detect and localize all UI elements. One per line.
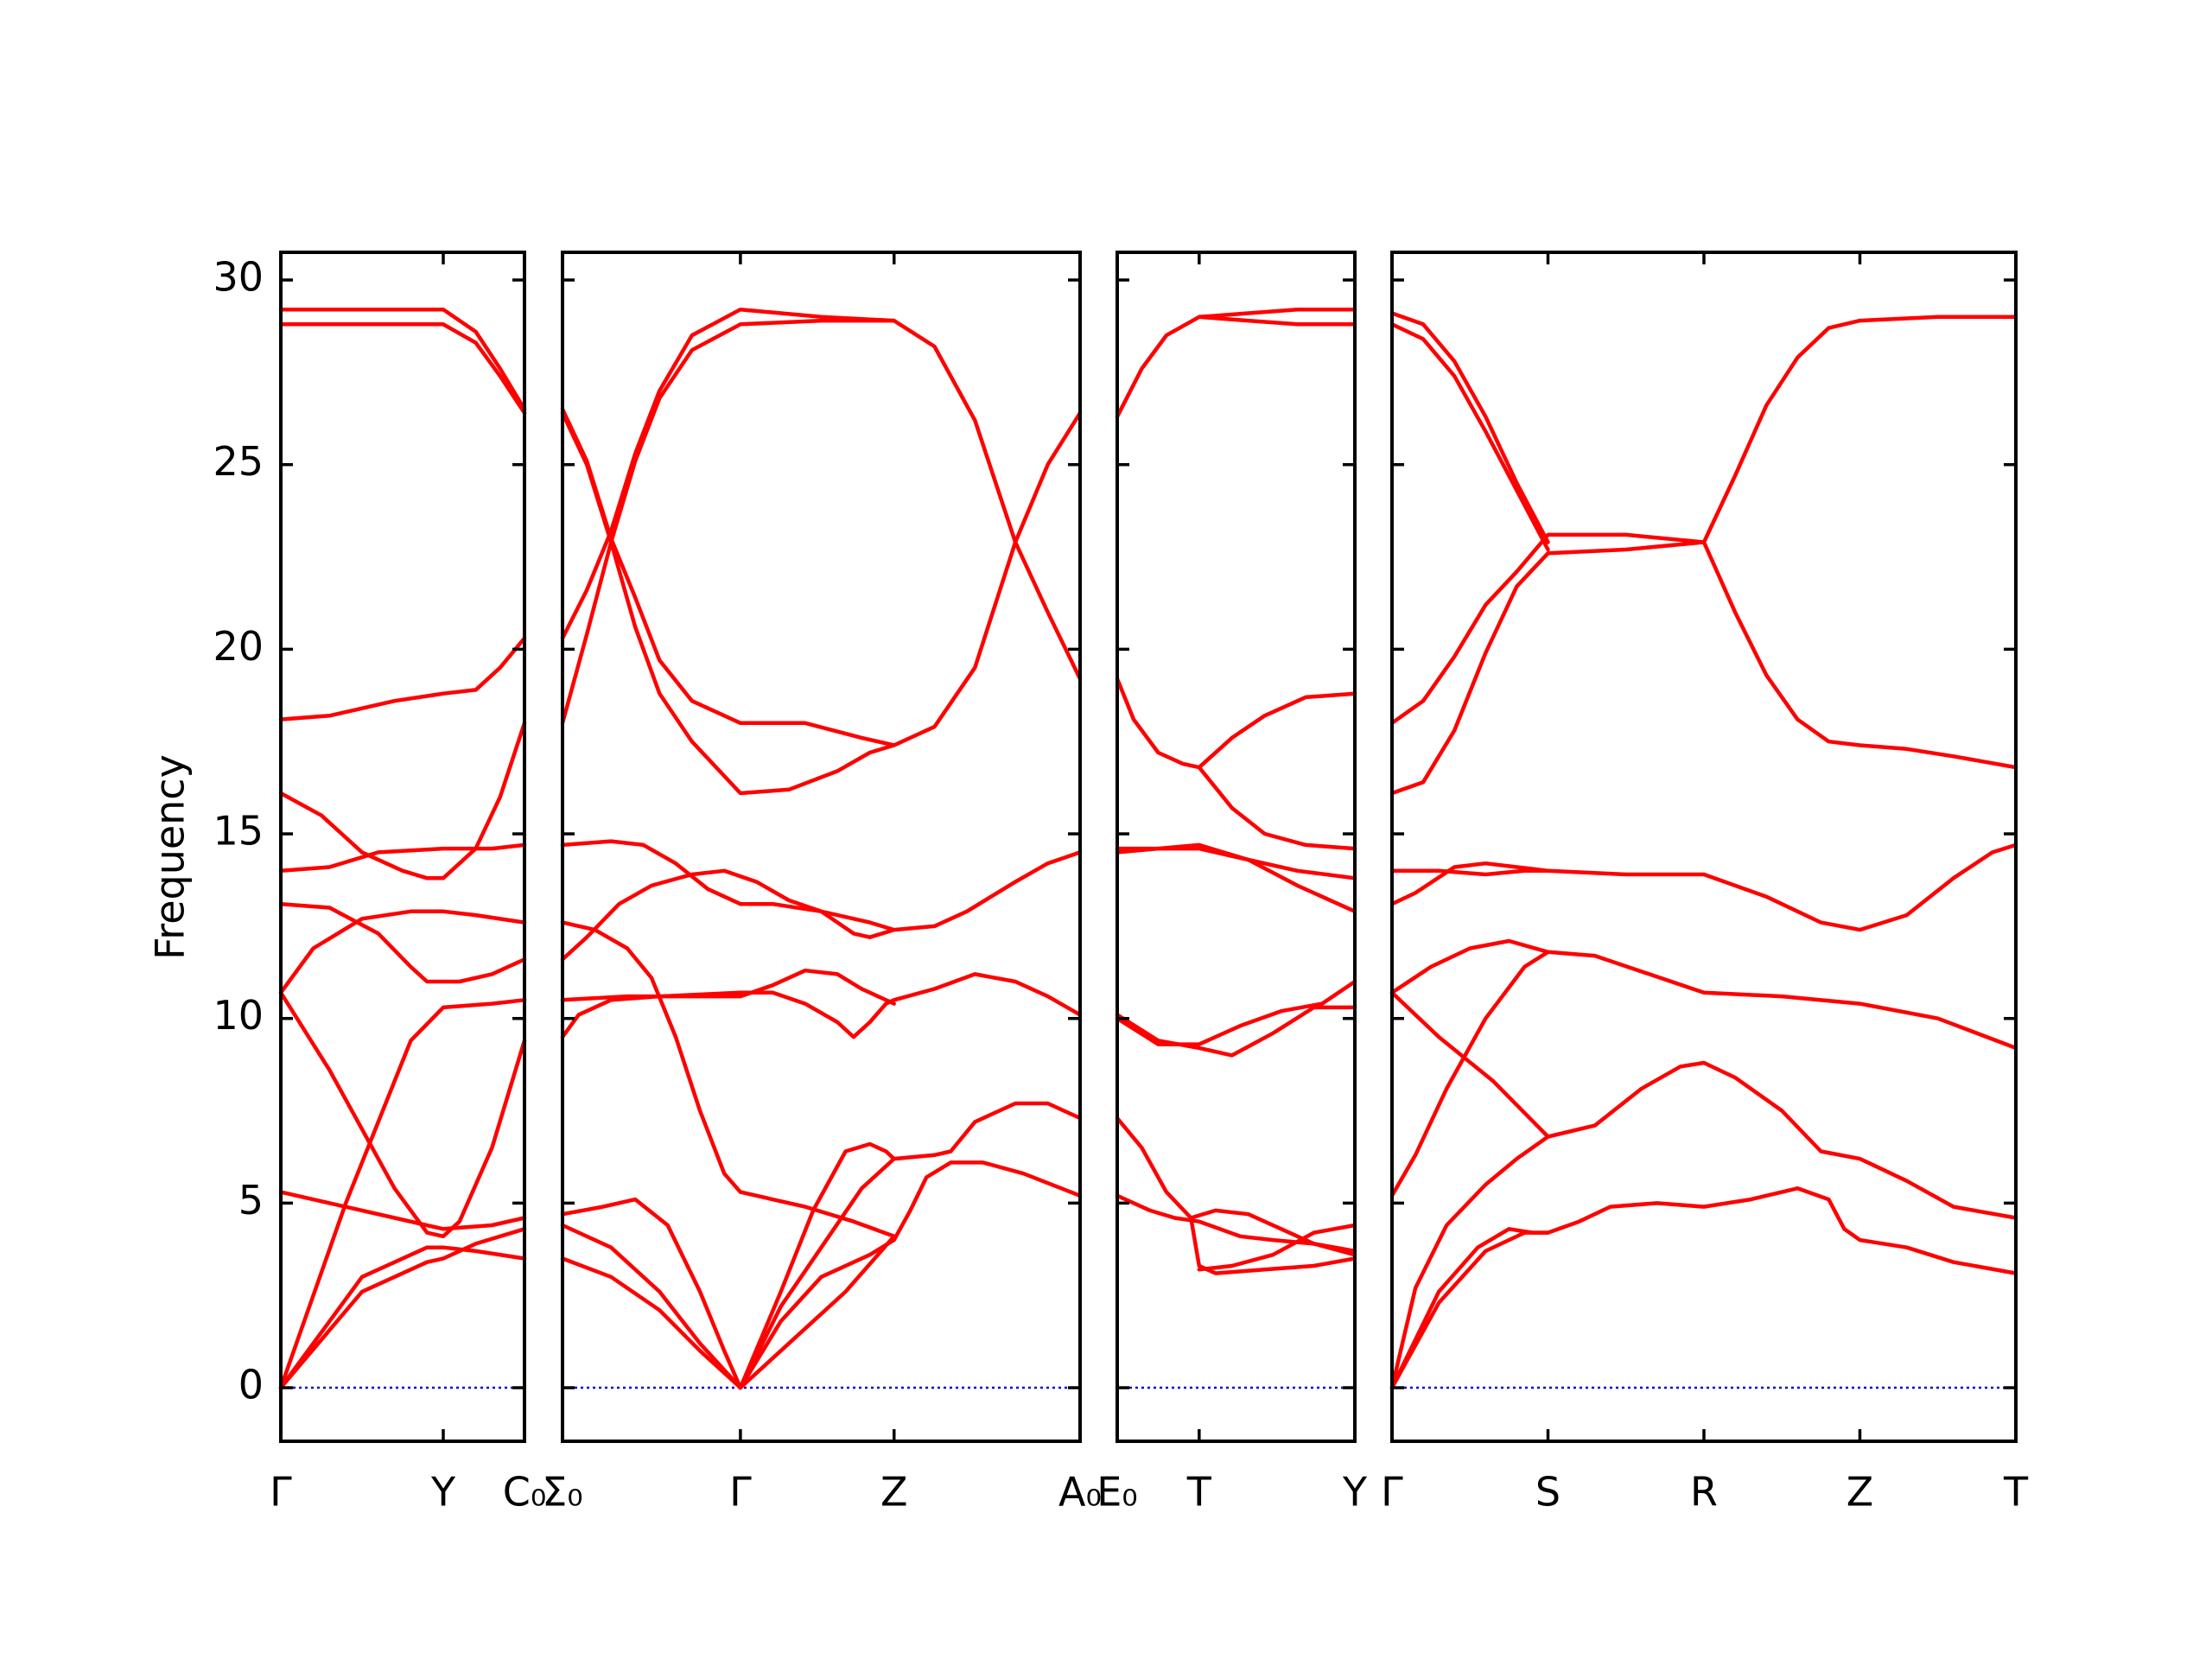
band-line [560, 868, 896, 962]
band-line [1389, 1227, 1550, 1390]
band-line [278, 990, 527, 1239]
y-tick-label: 20 [213, 623, 264, 670]
band-line [278, 721, 527, 880]
band-line [560, 307, 896, 640]
band-line [1389, 311, 1550, 544]
band-line [560, 920, 743, 1194]
band-line [892, 410, 1083, 747]
band-line [560, 410, 896, 796]
y-tick-label: 30 [213, 254, 264, 301]
y-tick-label: 25 [213, 438, 264, 485]
x-tick-label: Γ [270, 1469, 292, 1516]
band-line [560, 1197, 743, 1390]
band-line [1197, 691, 1357, 770]
band-line [278, 1245, 527, 1390]
x-tick-label: Y [1342, 1469, 1368, 1516]
band-line [278, 998, 527, 1390]
band-line [560, 972, 1083, 1039]
band-line [1389, 950, 2018, 1198]
band-line [892, 318, 1083, 681]
y-tick-label: 10 [213, 992, 264, 1039]
band-line [1389, 1186, 2018, 1390]
band-line [1115, 1193, 1357, 1254]
band-line [278, 901, 527, 984]
band-line [1197, 315, 1357, 327]
panel-1: Γ Y C₀ 0 5 10 15 20 25 30 [213, 251, 547, 1516]
panel-3: E₀ T Y [1096, 251, 1368, 1516]
band-line [560, 1223, 743, 1390]
band-line [278, 842, 527, 874]
x-tick-label: Z [1847, 1469, 1874, 1516]
band-line [278, 909, 527, 995]
x-tick-label: R [1690, 1469, 1718, 1516]
band-line [560, 318, 896, 726]
band-line [560, 1256, 743, 1390]
band-line [1389, 868, 1550, 877]
panel-frame [279, 251, 526, 1443]
panel-frame [561, 251, 1082, 1443]
band-line [1197, 1223, 1357, 1272]
band-line [278, 307, 527, 411]
x-tick-label: S [1535, 1469, 1560, 1516]
band-line [738, 1141, 896, 1390]
band-line [738, 1190, 896, 1390]
x-tick-label: Y [430, 1469, 456, 1516]
band-line [1389, 1060, 2018, 1390]
band-line [1389, 938, 1550, 995]
y-tick-label: 0 [238, 1362, 264, 1408]
panel-frame [1116, 251, 1357, 1443]
band-line [560, 968, 896, 1006]
band-line [738, 1160, 1083, 1390]
y-tick-label: 5 [238, 1177, 264, 1224]
x-tick-label: Γ [729, 1469, 752, 1516]
y-axis-label: Frequency [147, 754, 194, 960]
x-tick-label: A₀ [1058, 1469, 1102, 1516]
x-tick-label: Γ [1381, 1469, 1403, 1516]
band-line [1701, 540, 2018, 770]
band-line [1701, 315, 2018, 544]
band-line [1389, 990, 1550, 1139]
band-line [738, 1101, 1083, 1390]
x-tick-label: T [2003, 1469, 2029, 1516]
band-line [1115, 979, 1357, 1046]
x-tick-label: Σ₀ [542, 1469, 583, 1516]
band-line [278, 322, 527, 416]
band-line [1115, 1005, 1357, 1058]
band-line [560, 407, 896, 747]
band-line [1389, 322, 1550, 552]
band-line [1115, 846, 1357, 880]
band-line [1189, 1216, 1357, 1275]
band-line [1115, 842, 1357, 914]
band-line [1389, 842, 2018, 932]
x-tick-label: T [1186, 1469, 1212, 1516]
band-line [278, 636, 527, 721]
band-line [1389, 532, 1707, 726]
x-tick-label: C₀ [503, 1469, 547, 1516]
band-line [278, 1227, 527, 1390]
y-tick-label: 15 [213, 808, 264, 855]
band-line [560, 839, 1083, 932]
x-tick-label: Z [880, 1469, 908, 1516]
x-tick-label: E₀ [1096, 1469, 1138, 1516]
band-line [1115, 677, 1357, 851]
panel-2: Σ₀ Γ Z A₀ [542, 251, 1102, 1516]
band-line [1389, 540, 1707, 796]
